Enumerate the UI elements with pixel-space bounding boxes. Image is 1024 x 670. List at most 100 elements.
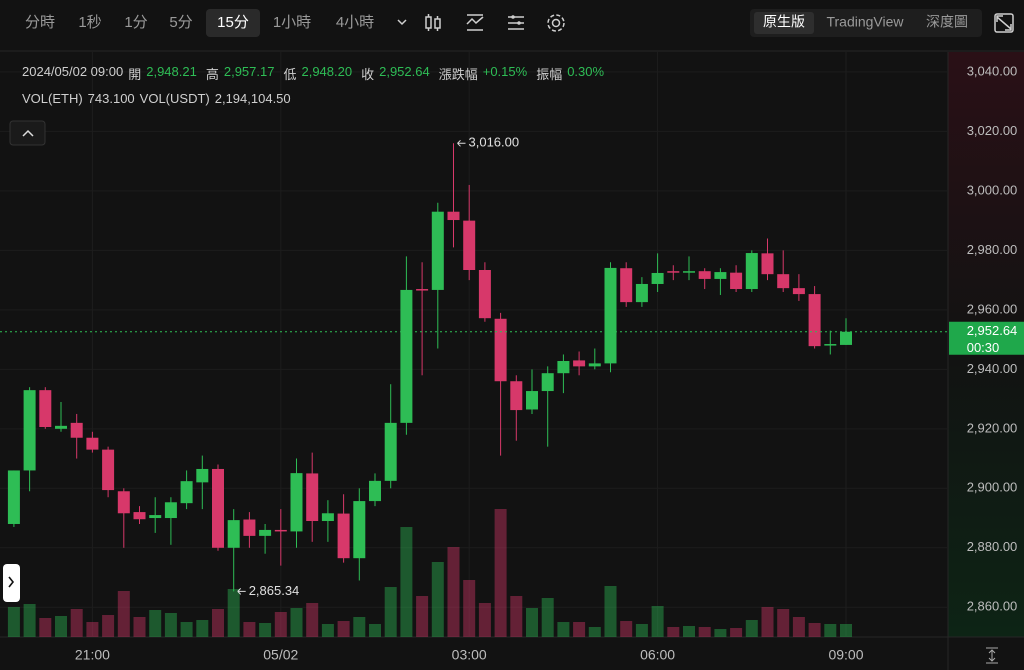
volume-bar: [117, 590, 130, 637]
candle-body: [463, 220, 476, 270]
volume-bar: [730, 628, 743, 637]
candle-body: [227, 520, 240, 548]
candle-body: [808, 294, 821, 347]
interval-button[interactable]: 1秒: [78, 14, 101, 31]
candle-body: [337, 513, 350, 559]
candle-body: [400, 289, 413, 423]
collapse-chevron[interactable]: [22, 129, 34, 137]
candle-body: [620, 268, 633, 303]
volume-bar: [133, 616, 146, 637]
candle-body: [557, 361, 570, 374]
volume-bar: [667, 626, 680, 637]
view-tab[interactable]: 深度圖: [926, 14, 968, 30]
y-tick-label: 2,960.00: [967, 301, 1018, 316]
scale-icon-path[interactable]: [986, 647, 998, 664]
interval-button[interactable]: 5分: [169, 14, 192, 31]
drawing-icon[interactable]: [508, 15, 524, 30]
candle-body: [274, 529, 287, 532]
x-tick-label: 05/02: [263, 647, 298, 663]
interval-button[interactable]: 1分: [124, 14, 147, 31]
y-tick-label: 3,040.00: [967, 63, 1018, 78]
volume-bar: [745, 619, 758, 637]
candle-body: [730, 272, 743, 290]
volume-bar: [227, 589, 240, 637]
volume-bar: [683, 625, 695, 637]
side-toggle[interactable]: [3, 564, 20, 602]
y-tick-label: 3,000.00: [967, 182, 1018, 197]
side-toggle-chevron[interactable]: [8, 576, 15, 588]
volume-bar: [588, 626, 601, 637]
volume-bar: [526, 608, 538, 637]
volume-bar: [808, 623, 821, 637]
candle-body: [102, 449, 115, 491]
legend-value: 2,952.64: [379, 64, 430, 79]
active-tab-bg: [754, 12, 814, 34]
candle-body: [7, 470, 20, 524]
legend-key: 高: [205, 67, 219, 82]
candle-body: [824, 344, 837, 346]
volume-bar: [321, 623, 334, 637]
legend-key: 振幅: [536, 67, 563, 82]
indicator-icon[interactable]: [466, 14, 484, 31]
candle-body: [259, 529, 272, 536]
candle-body: [243, 519, 256, 536]
candle-body: [714, 272, 727, 279]
candle-body: [431, 211, 444, 290]
collapse-box[interactable]: [9, 120, 46, 146]
candle-body: [604, 267, 617, 364]
candle-body: [541, 373, 554, 392]
scale-icon[interactable]: [986, 647, 998, 664]
chart-type-icon[interactable]: [425, 14, 441, 31]
legend-key: 收: [361, 67, 375, 82]
candle-body: [683, 271, 695, 273]
volume-bar: [635, 623, 648, 637]
volume-legend: VOL(ETH) 743.100 VOL(USDT) 2,194,104.50: [22, 91, 291, 106]
candle-body: [573, 360, 586, 367]
volume-bar: [494, 509, 507, 637]
volume-bar: [23, 603, 36, 637]
toolbar-icons[interactable]: [397, 13, 1014, 33]
legend-time: 2024/05/02 09:00: [22, 64, 124, 79]
volume-bar: [369, 623, 381, 637]
x-tick-label: 03:00: [452, 647, 487, 663]
candle-body: [212, 468, 224, 548]
volume-bar: [353, 616, 366, 637]
volume-bar: [180, 622, 193, 637]
volume-bar: [541, 597, 554, 637]
fullscreen-icon[interactable]: [994, 13, 1014, 33]
view-tab[interactable]: TradingView: [826, 14, 904, 30]
collapse-button[interactable]: [9, 120, 46, 146]
candle-body: [840, 331, 852, 345]
volume-bar: [212, 609, 224, 637]
volume-bar: [400, 527, 413, 637]
candle-body: [164, 502, 177, 519]
more-intervals[interactable]: [397, 19, 407, 26]
y-tick-label: 2,940.00: [967, 361, 1018, 376]
annotation-label: 2,865.34: [249, 583, 300, 598]
candle-body: [86, 437, 99, 450]
legend-key: VOL(ETH): [22, 91, 83, 106]
candle-body: [667, 271, 680, 273]
volume-bar: [777, 609, 790, 637]
candle-body: [353, 501, 366, 559]
annotation-label: 3,016.00: [469, 135, 520, 150]
legend-value: 743.100: [87, 91, 135, 106]
candle-body: [588, 363, 601, 367]
legend-value: 2,957.17: [223, 64, 275, 79]
interval-button[interactable]: 15分: [217, 14, 249, 31]
x-tick-label: 21:00: [75, 647, 110, 663]
view-tab[interactable]: 原生版: [763, 14, 805, 30]
volume-bar: [840, 623, 852, 637]
candle-body: [761, 253, 774, 275]
interval-button[interactable]: 4小時: [336, 14, 374, 31]
ohlc-legend: 2024/05/02 09:00 開 2,948.21 高 2,957.17 低 2,948…: [22, 64, 608, 83]
y-tick-label: 2,900.00: [967, 480, 1018, 495]
settings-icon[interactable]: [547, 14, 565, 32]
interval-button[interactable]: 1小時: [273, 14, 311, 31]
interval-button[interactable]: 分時: [25, 14, 55, 31]
legend-key: 低: [283, 67, 297, 82]
candle-body: [777, 274, 790, 289]
volume-bar: [431, 562, 444, 637]
